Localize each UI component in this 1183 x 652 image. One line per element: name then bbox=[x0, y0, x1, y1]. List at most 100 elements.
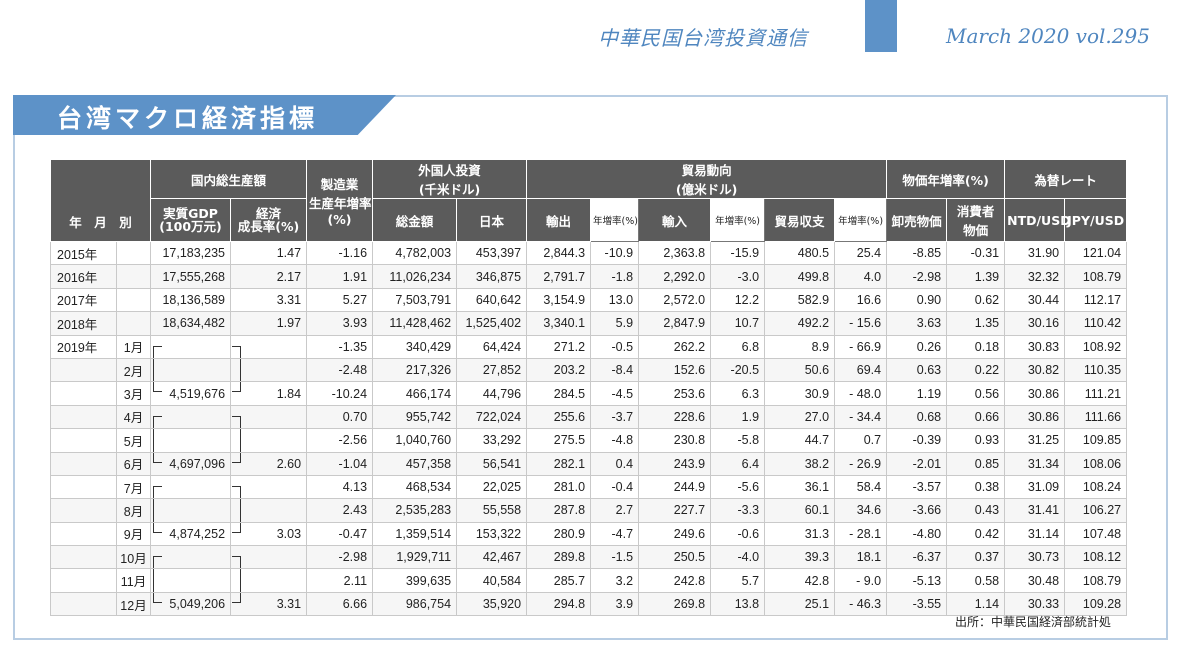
cell-imports-yoy: -5.6 bbox=[710, 474, 766, 500]
cell-exports: 3,340.1 bbox=[526, 311, 592, 336]
cell-imports-yoy: -3.3 bbox=[710, 498, 766, 523]
cell-wholesale-price: 0.63 bbox=[886, 357, 948, 383]
cell-balance-yoy: - 9.0 bbox=[834, 568, 888, 593]
cell-fdi-total: 11,026,234 bbox=[372, 264, 458, 289]
cell-gdp-real bbox=[150, 498, 232, 523]
cell-year bbox=[50, 498, 117, 523]
cell-ntd-usd: 31.09 bbox=[1004, 474, 1066, 500]
cell-value: 4,519,676 bbox=[169, 386, 226, 401]
cell-fdi-japan: 33,292 bbox=[456, 428, 528, 453]
cell-gdp-growth: 1.97 bbox=[230, 311, 308, 336]
cell-fdi-japan: 40,584 bbox=[456, 568, 528, 593]
cell-exports-yoy: 3.2 bbox=[590, 568, 640, 593]
cell-fdi-japan: 640,642 bbox=[456, 287, 528, 313]
cell-ntd-usd: 31.34 bbox=[1004, 451, 1066, 476]
cell-fdi-total: 1,040,760 bbox=[372, 428, 458, 453]
cell-manufacturing: -2.48 bbox=[306, 357, 374, 383]
cell-fdi-total: 986,754 bbox=[372, 591, 458, 617]
cell-exports: 294.8 bbox=[526, 591, 592, 617]
cell-manufacturing: -1.35 bbox=[306, 334, 374, 359]
cell-imports: 242.8 bbox=[638, 568, 712, 593]
quarter-bracket bbox=[232, 592, 242, 603]
quarter-bracket bbox=[153, 486, 163, 499]
cell-fdi-japan: 44,796 bbox=[456, 381, 528, 406]
header-trade-group: 貿易動向 (億米ドル) bbox=[526, 159, 888, 199]
quarter-bracket bbox=[232, 452, 242, 463]
cell-balance: 31.3 bbox=[764, 521, 836, 547]
cell-consumer-price: 0.43 bbox=[946, 498, 1006, 523]
cell-balance: 42.8 bbox=[764, 568, 836, 593]
cell-consumer-price: 0.93 bbox=[946, 428, 1006, 453]
cell-year bbox=[50, 591, 117, 617]
table-row: 11月 2.11 399,635 40,584 285.7 3.2 242.8 5.7 42.8… bbox=[50, 568, 1128, 593]
cell-fdi-total: 1,929,711 bbox=[372, 545, 458, 570]
cell-gdp-real bbox=[150, 474, 232, 500]
cell-manufacturing: 3.93 bbox=[306, 311, 374, 336]
cell-jpy-usd: 108.79 bbox=[1064, 264, 1128, 289]
quarter-bracket bbox=[232, 556, 242, 569]
cell-imports: 227.7 bbox=[638, 498, 712, 523]
header-ntd-usd: NTD/USD bbox=[1004, 198, 1071, 242]
cell-jpy-usd: 110.42 bbox=[1064, 311, 1128, 336]
cell-balance: 30.9 bbox=[764, 381, 836, 406]
cell-year bbox=[50, 451, 117, 476]
cell-month: 8月 bbox=[115, 498, 152, 523]
table-row: 8月 2.43 2,535,283 55,558 287.8 2.7 227.7 -3.3 60… bbox=[50, 498, 1128, 523]
cell-wholesale-price: -3.57 bbox=[886, 474, 948, 500]
cell-consumer-price: 0.37 bbox=[946, 545, 1006, 570]
cell-value: 3.03 bbox=[276, 526, 302, 541]
table-row: 6月 4,697,096 2.60 -1.04 457,358 56,541 282.1 0.… bbox=[50, 451, 1128, 476]
cell-month: 12月 bbox=[115, 591, 152, 617]
cell-exports-yoy: 3.9 bbox=[590, 591, 640, 617]
cell-manufacturing: -1.04 bbox=[306, 451, 374, 476]
cell-imports-yoy: -4.0 bbox=[710, 545, 766, 570]
cell-exports-yoy: -1.8 bbox=[590, 264, 640, 289]
section-banner: 台湾マクロ経済指標 bbox=[13, 95, 396, 135]
quarter-bracket bbox=[153, 452, 163, 463]
cell-exports: 285.7 bbox=[526, 568, 592, 593]
cell-manufacturing: 6.66 bbox=[306, 591, 374, 617]
cell-value: 1.84 bbox=[276, 386, 302, 401]
cell-year: 2017年 bbox=[50, 287, 117, 313]
cell-gdp-real: 18,634,482 bbox=[150, 311, 232, 336]
cell-jpy-usd: 121.04 bbox=[1064, 240, 1128, 266]
cell-month: 5月 bbox=[115, 428, 152, 453]
quarter-bracket bbox=[153, 499, 155, 522]
cell-balance: 480.5 bbox=[764, 240, 836, 266]
cell-wholesale-price: -2.01 bbox=[886, 451, 948, 476]
header-balance: 貿易収支 bbox=[764, 198, 836, 242]
cell-fdi-japan: 56,541 bbox=[456, 451, 528, 476]
cell-jpy-usd: 111.21 bbox=[1064, 381, 1128, 406]
cell-ntd-usd: 30.83 bbox=[1004, 334, 1066, 359]
cell-exports-yoy: -0.5 bbox=[590, 334, 640, 359]
quarter-bracket bbox=[232, 486, 242, 499]
table-row: 12月 5,049,206 3.31 6.66 986,754 35,920 294.8 3.… bbox=[50, 591, 1128, 617]
cell-wholesale-price: -3.66 bbox=[886, 498, 948, 523]
cell-imports-yoy: 1.9 bbox=[710, 404, 766, 430]
cell-fdi-japan: 153,322 bbox=[456, 521, 528, 547]
cell-ntd-usd: 30.16 bbox=[1004, 311, 1066, 336]
cell-exports: 3,154.9 bbox=[526, 287, 592, 313]
cell-imports: 2,572.0 bbox=[638, 287, 712, 313]
cell-jpy-usd: 112.17 bbox=[1064, 287, 1128, 313]
cell-ntd-usd: 32.32 bbox=[1004, 264, 1066, 289]
macro-indicators-table: 年 月 別 国内総生産額 製造業 生産年増率 (%) 外国人投資 (千米ドル) 貿易動… bbox=[49, 159, 1128, 617]
cell-wholesale-price: -5.13 bbox=[886, 568, 948, 593]
quarter-bracket bbox=[240, 569, 242, 592]
cell-month: 1月 bbox=[115, 334, 152, 359]
cell-fdi-total: 7,503,791 bbox=[372, 287, 458, 313]
cell-fdi-total: 466,174 bbox=[372, 381, 458, 406]
cell-exports-yoy: -4.5 bbox=[590, 381, 640, 406]
cell-ntd-usd: 31.90 bbox=[1004, 240, 1066, 266]
cell-fdi-japan: 22,025 bbox=[456, 474, 528, 500]
cell-year: 2016年 bbox=[50, 264, 117, 289]
cell-imports: 243.9 bbox=[638, 451, 712, 476]
cell-value: 2.60 bbox=[276, 456, 302, 471]
header-price-group: 物価年増率(%) bbox=[886, 159, 1006, 199]
cell-ntd-usd: 30.48 bbox=[1004, 568, 1066, 593]
cell-gdp-growth bbox=[230, 474, 308, 500]
cell-exports-yoy: -8.4 bbox=[590, 357, 640, 383]
header-exports-yoy: 年増率(%) bbox=[590, 198, 640, 242]
cell-month bbox=[115, 264, 152, 289]
cell-year bbox=[50, 404, 117, 430]
